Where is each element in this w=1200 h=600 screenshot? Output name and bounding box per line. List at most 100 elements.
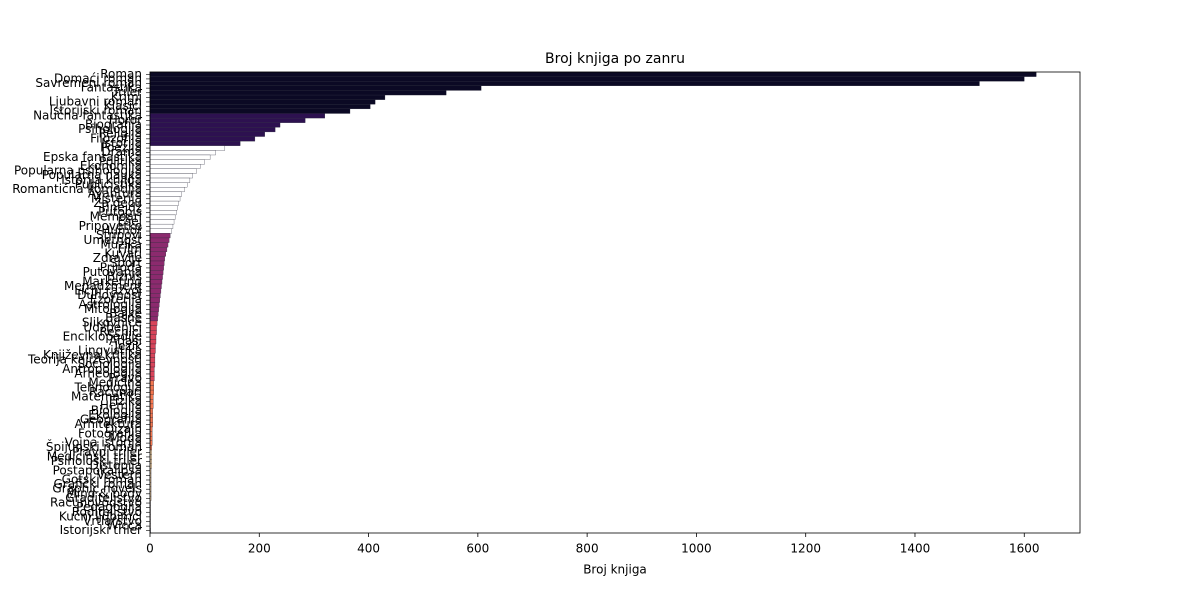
- y-tick-label: Postapokalipsa: [53, 463, 142, 477]
- bar: [149, 182, 188, 188]
- y-tick-label: Popularna psihologija: [14, 164, 142, 178]
- y-tick-label: Rečnici: [99, 325, 142, 339]
- y-tick-label: Dizajn: [105, 422, 142, 436]
- y-tick-label: Putovanja: [83, 265, 142, 279]
- y-tick-label: Psihologija: [78, 122, 142, 136]
- y-tick-label: Udžbenici: [83, 320, 142, 334]
- bar: [149, 399, 154, 405]
- y-tick-label: Stripovi: [96, 228, 142, 242]
- y-tick-label: Kućni ljubimci: [59, 509, 142, 523]
- x-axis-label: Broj knjiga: [583, 563, 647, 577]
- y-tick-label: Sport: [110, 256, 143, 270]
- bar: [149, 94, 386, 100]
- x-tick-label: 800: [576, 542, 599, 556]
- y-tick-label: Teorija književnosti: [27, 353, 142, 367]
- y-tick-label: Politika: [99, 154, 142, 168]
- y-tick-label: Medicinski triler: [47, 449, 142, 463]
- bar: [149, 196, 181, 202]
- bar: [149, 394, 154, 400]
- bar: [149, 251, 166, 257]
- y-tick-label: Humor: [101, 224, 142, 238]
- y-tick-label: Sociologija: [77, 357, 142, 371]
- y-tick-label: Menadžment: [64, 279, 142, 293]
- bar: [149, 353, 156, 358]
- bar: [149, 256, 165, 262]
- bar: [149, 117, 306, 123]
- bar: [149, 200, 179, 206]
- y-tick-label: Istorija: [101, 136, 142, 150]
- y-tick-label: Biografija: [85, 118, 142, 132]
- y-tick-label: Pripovetke: [79, 219, 142, 233]
- y-tick-label: Arhitektura: [74, 417, 142, 431]
- y-tick-label: Graphic novels: [52, 482, 142, 496]
- bar: [149, 76, 1025, 82]
- y-tick-label: Špijunski roman: [46, 439, 142, 454]
- y-tick-label: Vestern: [97, 468, 142, 482]
- y-tick-label: Mind & body: [66, 486, 142, 500]
- y-tick-label: Istorijski triler: [60, 523, 142, 537]
- bar: [149, 330, 157, 335]
- bar: [149, 150, 216, 156]
- y-tick-label: Antropologija: [62, 362, 142, 376]
- bar: [149, 343, 156, 349]
- bar: [149, 131, 265, 137]
- bar: [149, 159, 205, 165]
- y-tick-label: Poezija: [100, 141, 142, 155]
- y-tick-label: Fizika: [109, 394, 142, 408]
- bar: [149, 173, 193, 179]
- y-tick-label: Slikovnice: [82, 316, 142, 330]
- y-tick-label: Istorija knjiga: [61, 173, 142, 187]
- y-tick-label: Romantična komedija: [12, 182, 142, 196]
- y-tick-label: Gotski roman: [62, 472, 142, 486]
- bar: [149, 214, 176, 220]
- bar: [149, 389, 154, 395]
- y-tick-label: Duhovnost: [77, 288, 142, 302]
- y-tick-label: Matematika: [71, 390, 142, 404]
- bar: [149, 247, 168, 252]
- bar: [149, 316, 158, 322]
- y-tick-label: Avantura: [88, 187, 142, 201]
- bar: [149, 99, 376, 105]
- y-tick-label: Pedagogija: [76, 500, 142, 514]
- y-tick-label: Računari: [89, 385, 142, 399]
- y-tick-label: Jezik: [113, 339, 142, 353]
- bar: [149, 293, 161, 299]
- x-tick-label: 400: [357, 542, 380, 556]
- y-tick-label: Esej: [117, 214, 142, 228]
- chart-title: Broj knjiga po zanru: [545, 51, 685, 67]
- bar: [149, 288, 162, 294]
- bar: [149, 376, 155, 382]
- bar: [149, 403, 154, 409]
- y-tick-label: Književna kritika: [43, 348, 142, 362]
- y-tick-label: Psihološki triler: [51, 454, 142, 468]
- y-tick-label: Tinejdž: [98, 200, 142, 214]
- y-tick-label: Pravo: [108, 371, 142, 385]
- y-tick-label: Distopija: [89, 459, 142, 473]
- bar: [149, 81, 980, 86]
- bar: [149, 205, 178, 211]
- y-tick-label: Kuvari: [104, 247, 142, 261]
- bar: [149, 104, 371, 110]
- x-tick-label: 1400: [900, 542, 931, 556]
- y-tick-label: Roman: [100, 67, 142, 81]
- bar: [149, 302, 160, 308]
- bar: [149, 265, 164, 271]
- y-tick-label: Krimi: [111, 90, 142, 104]
- bar: [149, 164, 201, 169]
- y-tick-label: Enciklopedije: [63, 330, 142, 344]
- y-tick-label: Religija: [99, 127, 143, 141]
- y-tick-label: Epska fantastika: [43, 150, 142, 164]
- y-tick-label: Grafički roman: [54, 477, 143, 491]
- bar: [149, 422, 153, 428]
- x-tick-label: 1000: [681, 542, 712, 556]
- bar: [149, 122, 281, 128]
- y-tick-label: Filozofija: [90, 131, 142, 145]
- bar: [149, 385, 154, 391]
- bar: [149, 113, 326, 119]
- y-tick-label: Bajke: [109, 307, 142, 321]
- bar: [149, 412, 153, 418]
- bar: [149, 274, 163, 280]
- bar: [149, 279, 163, 285]
- bar: [149, 362, 156, 368]
- bar: [149, 85, 482, 91]
